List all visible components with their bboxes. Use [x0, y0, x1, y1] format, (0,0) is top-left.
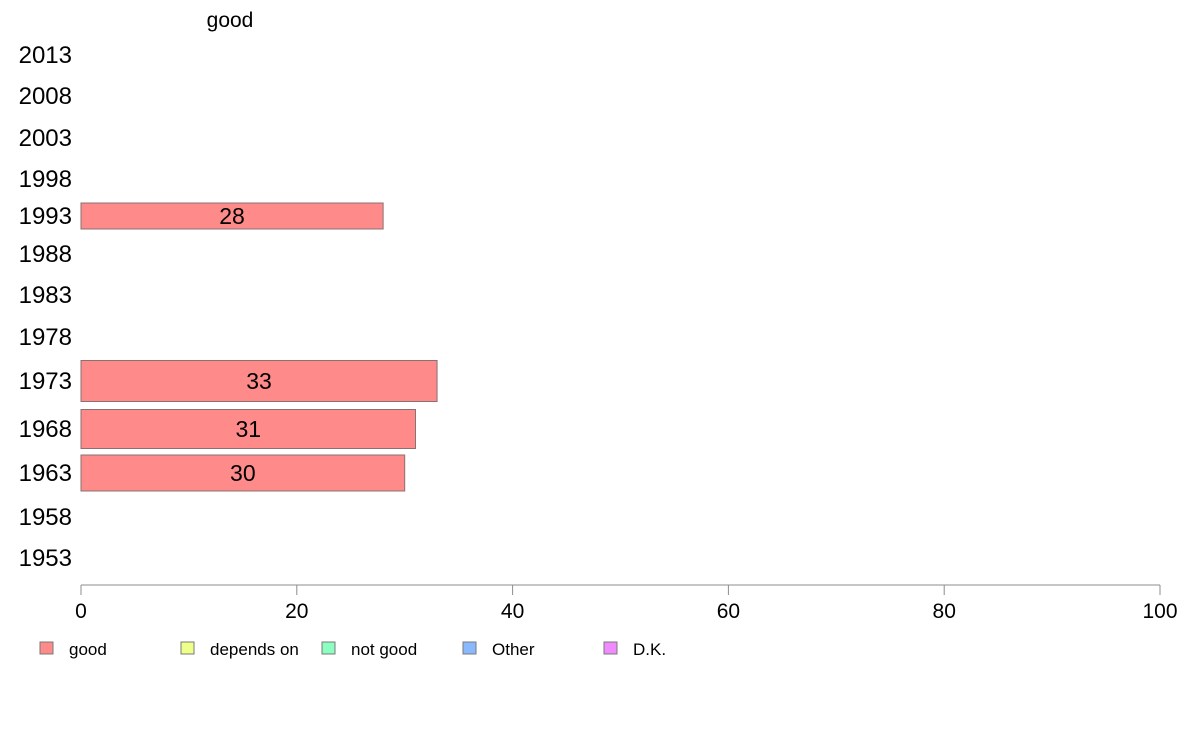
year-label: 1993 [19, 203, 72, 230]
legend-swatch [603, 641, 618, 655]
legend-swatch [180, 641, 195, 655]
year-label: 1983 [19, 282, 72, 309]
x-axis: 0 20 40 60 80 100 [75, 584, 1178, 623]
legend-swatch [462, 641, 477, 655]
year-label: 1953 [19, 545, 72, 572]
data-label-1963: 30 [230, 460, 256, 486]
x-tick-label: 60 [717, 600, 740, 623]
year-labels: 2013 2008 2003 1998 1993 1988 1983 1978 1973 1968… [19, 42, 72, 572]
legend-label: depends on [210, 640, 299, 659]
legend-label: D.K. [633, 640, 666, 659]
x-tick-label: 40 [501, 600, 524, 623]
x-tick-label: 20 [285, 600, 308, 623]
year-label: 1973 [19, 368, 72, 395]
legend-label: Other [492, 640, 535, 659]
data-label-1968: 31 [235, 416, 261, 442]
year-label: 1968 [19, 416, 72, 443]
year-label: 1988 [19, 241, 72, 268]
bars: 28 33 31 30 [80, 202, 438, 492]
data-label-1993: 28 [219, 203, 245, 229]
year-label: 2008 [19, 83, 72, 110]
legend-swatch [321, 641, 336, 655]
x-tick-label: 100 [1142, 600, 1177, 623]
year-label: 1963 [19, 460, 72, 487]
year-label: 2003 [19, 125, 72, 152]
data-label-1973: 33 [246, 368, 272, 394]
legend-label: good [69, 640, 107, 659]
legend-swatch [39, 641, 54, 655]
year-label: 1998 [19, 166, 72, 193]
bar-1973 [80, 360, 438, 402]
year-label: 1978 [19, 324, 72, 351]
legend: good depends on not good Other D.K. [39, 640, 666, 659]
bar-1993 [80, 202, 384, 230]
x-tick-label: 80 [933, 600, 956, 623]
x-tick-label: 0 [75, 600, 87, 623]
column-header: good [207, 9, 254, 32]
year-label: 2013 [19, 42, 72, 69]
bar-1963 [80, 454, 406, 492]
bar-1968 [80, 409, 416, 449]
year-label: 1958 [19, 504, 72, 531]
legend-label: not good [351, 640, 417, 659]
